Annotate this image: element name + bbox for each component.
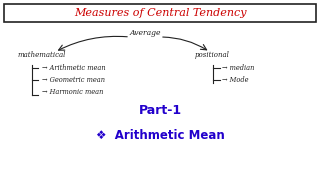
Text: Average: Average: [129, 29, 161, 37]
Text: Part-1: Part-1: [139, 103, 181, 116]
Text: → Arithmetic mean: → Arithmetic mean: [42, 64, 106, 72]
Text: → median: → median: [222, 64, 254, 72]
Text: → Mode: → Mode: [222, 76, 249, 84]
Text: mathematical: mathematical: [18, 51, 66, 59]
Text: ❖  Arithmetic Mean: ❖ Arithmetic Mean: [96, 129, 224, 141]
Text: Measures of Central Tendency: Measures of Central Tendency: [74, 8, 246, 18]
Text: positional: positional: [195, 51, 230, 59]
Text: → Geometric mean: → Geometric mean: [42, 76, 105, 84]
Text: → Harmonic mean: → Harmonic mean: [42, 88, 103, 96]
